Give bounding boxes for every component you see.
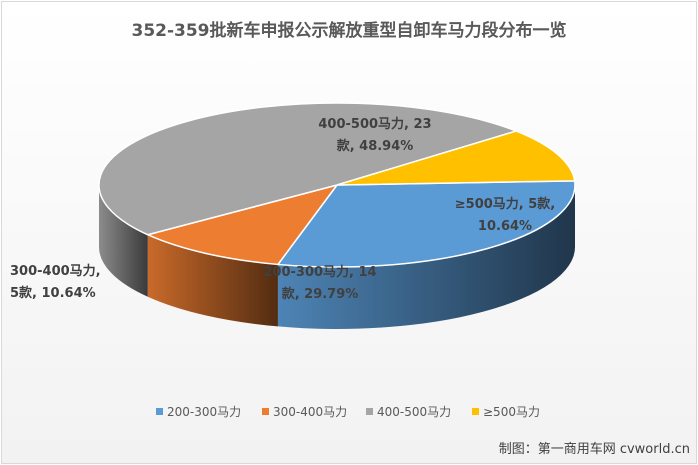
legend-swatch-0 [156, 408, 163, 415]
legend-label-0: 200-300马力 [167, 405, 241, 419]
pie-side-2 [99, 185, 148, 297]
pie-side-1 [147, 234, 278, 327]
legend-swatch-3 [472, 408, 479, 415]
legend-label-1: 300-400马力 [273, 405, 347, 419]
chart-title: 352-359批新车申报公示解放重型自卸车马力段分布一览 [131, 21, 567, 41]
data-label-0-line1: 200-300马力, 14 [263, 264, 376, 280]
data-label-1-line1: 300-400马力, [10, 263, 101, 279]
credit-text: 制图：第一商用车网 cvworld.cn [498, 442, 690, 457]
legend-swatch-2 [366, 408, 373, 415]
data-label-3-line1: ≥500马力, 5款, [455, 196, 555, 212]
data-label-2-line1: 400-500马力, 23 [318, 116, 431, 132]
data-label-3-line2: 10.64% [478, 219, 532, 234]
legend-label-3: ≥500马力 [483, 405, 540, 419]
pie-slice-0 [276, 180, 576, 268]
pie-slice-1 [145, 183, 339, 266]
data-label-0-line2: 款, 29.79% [282, 286, 359, 302]
data-label-1-line2: 5款, 10.64% [10, 285, 96, 301]
pie-side-0 [277, 185, 575, 329]
pie-slice-3 [336, 130, 576, 186]
data-label-2-line2: 款, 48.94% [337, 138, 414, 154]
legend-label-2: 400-500马力 [377, 405, 451, 419]
legend-swatch-1 [262, 408, 269, 415]
pie-slice-2 [98, 102, 519, 236]
